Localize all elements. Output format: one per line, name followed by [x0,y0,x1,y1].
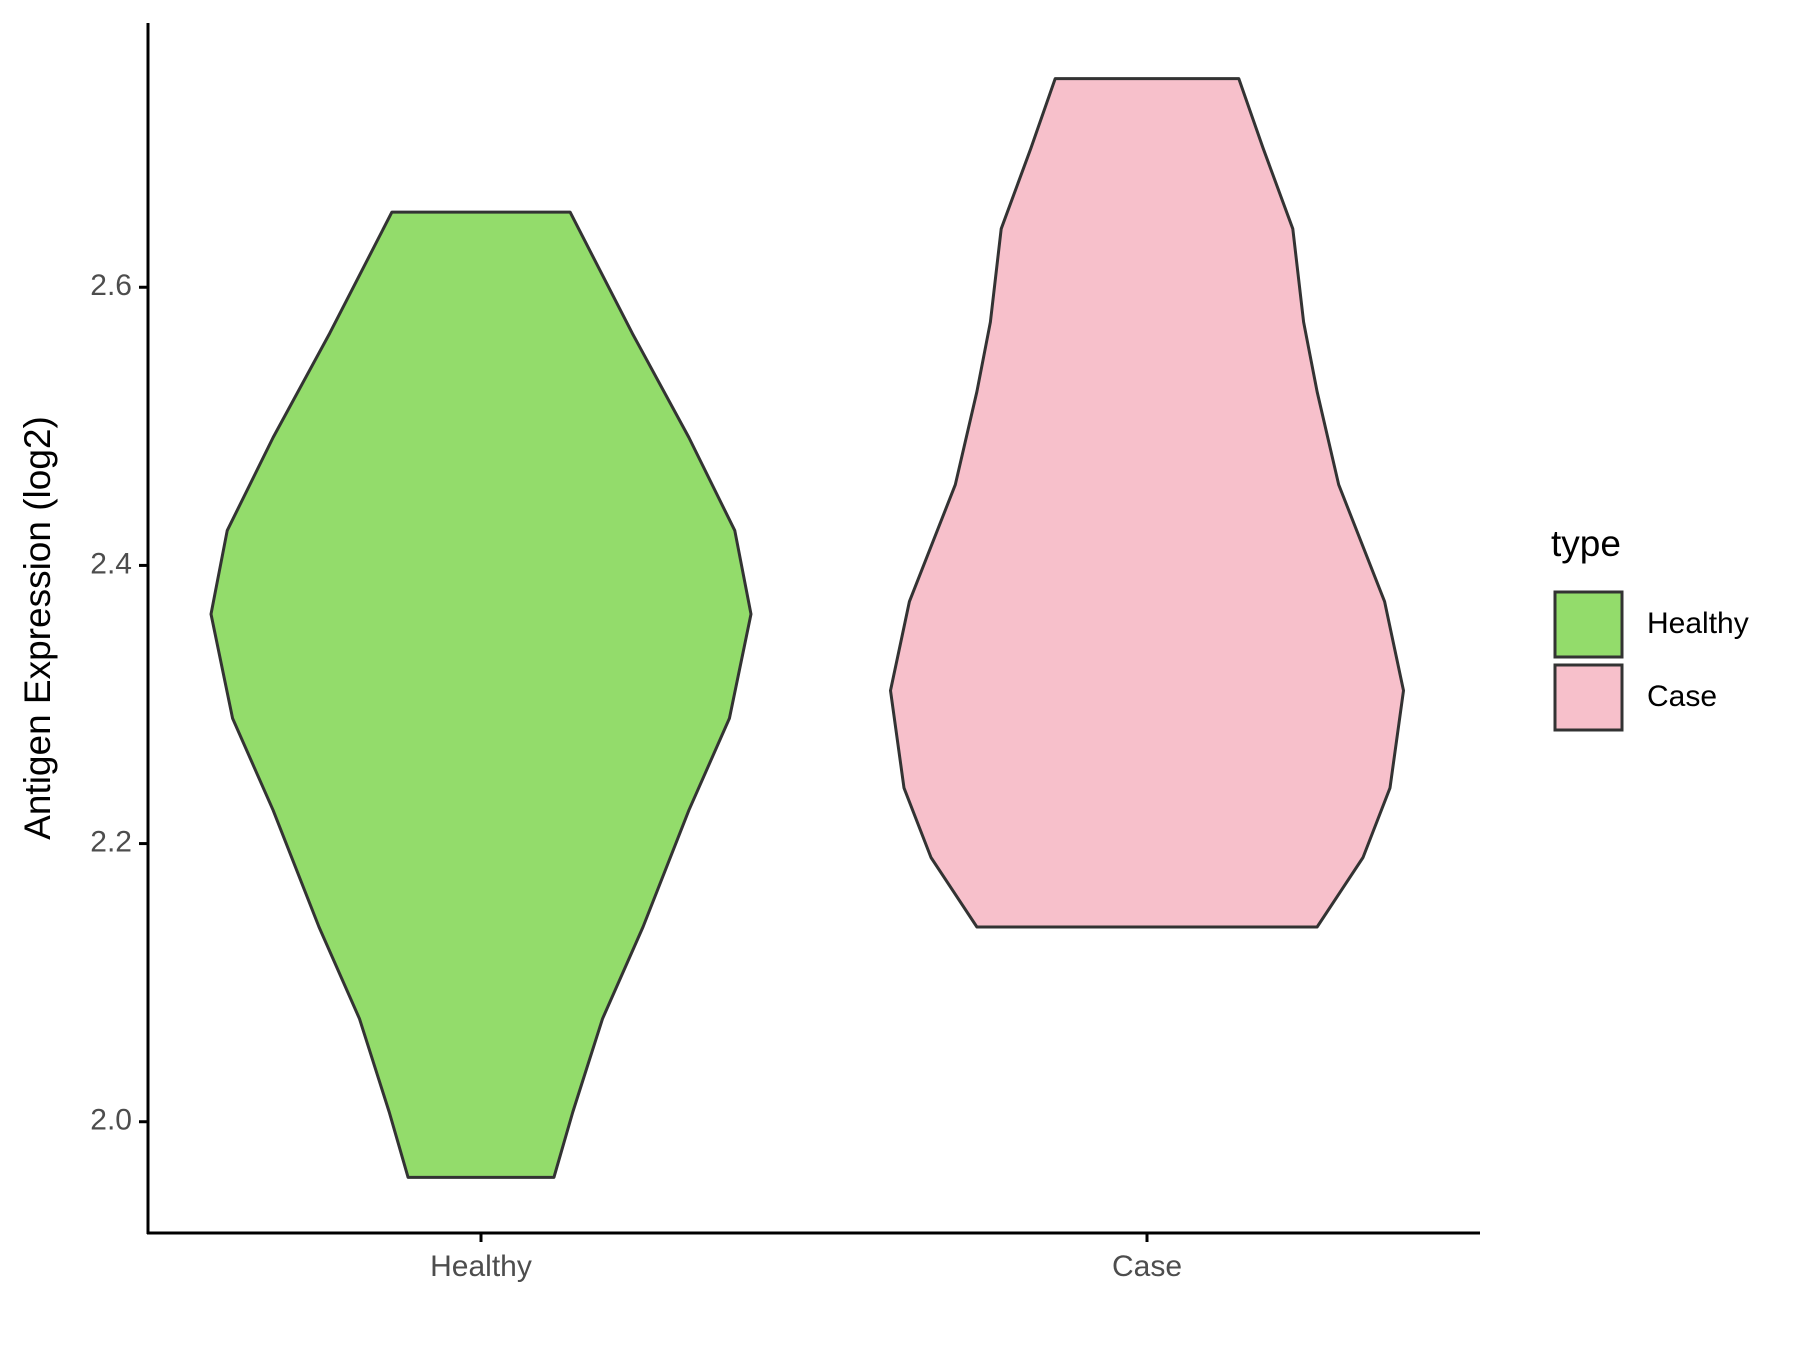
x-tick-label: Healthy [430,1250,532,1283]
violin [209,210,753,1179]
legend-label: Healthy [1647,607,1749,640]
legend-key [1553,663,1624,732]
legend-title: type [1551,523,1621,564]
y-tick-label: 2.4 [90,547,132,580]
legend-label: Case [1647,680,1717,713]
y-tick-label: 2.2 [90,825,132,858]
y-axis-label: Antigen Expression (log2) [17,416,58,840]
y-tick-label: 2.0 [90,1104,132,1137]
legend-key [1553,590,1624,659]
x-tick-label: Case [1112,1250,1182,1283]
y-tick-label: 2.6 [90,269,132,302]
violin [889,77,1405,929]
